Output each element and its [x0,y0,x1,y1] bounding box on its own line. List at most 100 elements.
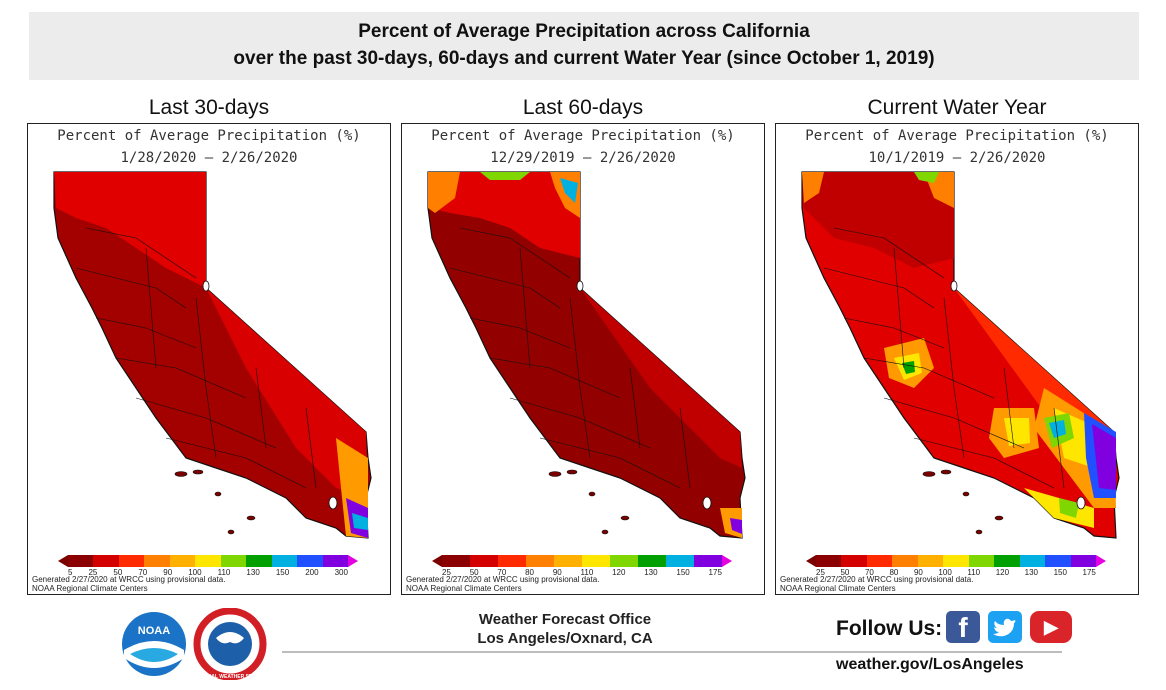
noaa-logo: NOAA [122,612,186,676]
nws-seal-logo: NATIONAL WEATHER SERVICE [193,608,269,680]
legend-tick: 100 [188,568,202,577]
legend-cell [582,555,610,567]
legend-colorbar [432,555,732,567]
legend-cell [442,555,470,567]
legend-tick: 120 [995,568,1010,577]
legend-arrow-high [722,555,732,567]
legend-cell [610,555,638,567]
legend-cell [498,555,526,567]
legend-tick: 130 [644,568,658,577]
legend-tick: 200 [305,568,319,577]
source-text: NOAA Regional Climate Centers [32,584,148,593]
office-line-1: Weather Forecast Office [478,611,652,628]
legend-tick: 100 [938,568,952,577]
legend-tick: 25 [816,568,825,577]
generated-note: Generated 2/27/2020 at WRCC using provis… [780,575,973,593]
california-map-30day [53,171,372,539]
legend-cell [866,555,893,567]
legend-colorbar [58,555,358,567]
source-text: NOAA Regional Climate Centers [406,584,522,593]
legend-tick: 25 [88,568,98,577]
legend-cell [144,555,170,567]
generated-text: Generated 2/27/2020 at WRCC using provis… [32,575,226,584]
legend-cell [246,555,272,567]
legend-tick: 50 [840,568,850,577]
facebook-icon[interactable]: f [946,611,980,643]
legend-tick: 150 [1053,568,1067,577]
legend-tick: 70 [497,568,507,577]
legend-cell [68,555,94,567]
panel-heading-30day: Last 30-days [148,96,270,119]
office-name: Weather Forecast Office Los Angeles/Oxna… [410,610,720,648]
legend-tick: 80 [525,568,535,577]
legend-tick: 80 [889,568,899,577]
header-line-2: over the past 30-days, 60-days and curre… [233,48,935,69]
header-line-1: Percent of Average Precipitation across … [358,21,810,42]
legend-cell [297,555,323,567]
legend-cell [841,555,867,567]
legend-arrow-high [1095,555,1106,567]
legend-arrow-low [432,555,442,567]
legend-tick: 70 [864,568,874,577]
legend-tick: 175 [1082,568,1096,577]
youtube-icon[interactable]: ▶ [1030,611,1072,643]
header-banner: Percent of Average Precipitation across … [29,12,1139,80]
legend-cell [694,555,722,567]
map-title: Percent of Average Precipitation (%) [805,128,1109,144]
legend-tick: 110 [580,568,594,577]
map-panel-30day: Percent of Average Precipitation (%) 1/2… [27,123,391,595]
legend-cell [968,555,995,567]
legend-tick: 70 [138,568,148,577]
legend-cell [271,555,298,567]
map-title: Percent of Average Precipitation (%) [431,128,735,144]
map-date-range: 1/28/2020 – 2/26/2020 [120,150,298,166]
map-panel-60day: Percent of Average Precipitation (%) 12/… [401,123,765,595]
agency-logos: NOAA NATIONAL WEATHER SERVICE [122,608,269,680]
legend-cell [554,555,582,567]
legend-tick: 130 [1024,568,1038,577]
noaa-logo-text: NOAA [138,625,170,637]
legend-tick: 110 [217,568,231,577]
legend-cell [994,555,1020,567]
footer-divider [282,651,1062,653]
legend-tick: 300 [334,568,348,577]
generated-note: Generated 2/27/2020 at WRCC using provis… [406,575,599,593]
generated-text: Generated 2/27/2020 at WRCC using provis… [406,575,600,584]
legend-tick: 110 [967,568,981,577]
generated-note: Generated 2/27/2020 at WRCC using provis… [32,575,225,593]
legend-tick: 150 [275,568,290,577]
legend-colorbar [806,555,1106,567]
legend-cell [638,555,666,567]
legend-cell [1070,555,1096,567]
legend-tick: 175 [708,568,722,577]
legend-cell [322,555,348,567]
legend-cell [526,555,554,567]
legend-cell [118,555,145,567]
source-text: NOAA Regional Climate Centers [780,584,896,593]
legend-tick: 50 [469,568,479,577]
legend-tick: 25 [442,568,451,577]
legend-tick: 120 [612,568,626,577]
california-map-water-year [801,171,1120,539]
map-title: Percent of Average Precipitation (%) [57,128,361,144]
legend-arrow-high [347,555,358,567]
legend-cell [1019,555,1046,567]
nws-seal-text: NATIONAL WEATHER SERVICE [193,674,269,680]
legend-tick: 50 [113,568,123,577]
legend-cell [93,555,119,567]
twitter-icon[interactable] [988,611,1022,643]
legend-tick: 150 [676,568,690,577]
legend-cell [816,555,842,567]
legend-cell [1045,555,1071,567]
legend-cell [169,555,196,567]
legend-tick: 90 [163,568,173,577]
legend-tick: 130 [246,568,260,577]
legend-cell [917,555,944,567]
legend-ticks: 5 25 50 70 90 100 110 130 150 200 300 [68,568,348,577]
map-date-range: 10/1/2019 – 2/26/2020 [868,150,1046,166]
generated-text: Generated 2/27/2020 at WRCC using provis… [780,575,974,584]
website-link[interactable]: weather.gov/LosAngeles [836,656,1024,673]
legend-arrow-low [58,555,68,567]
legend-cell [220,555,247,567]
follow-us-label: Follow Us: [836,617,943,640]
